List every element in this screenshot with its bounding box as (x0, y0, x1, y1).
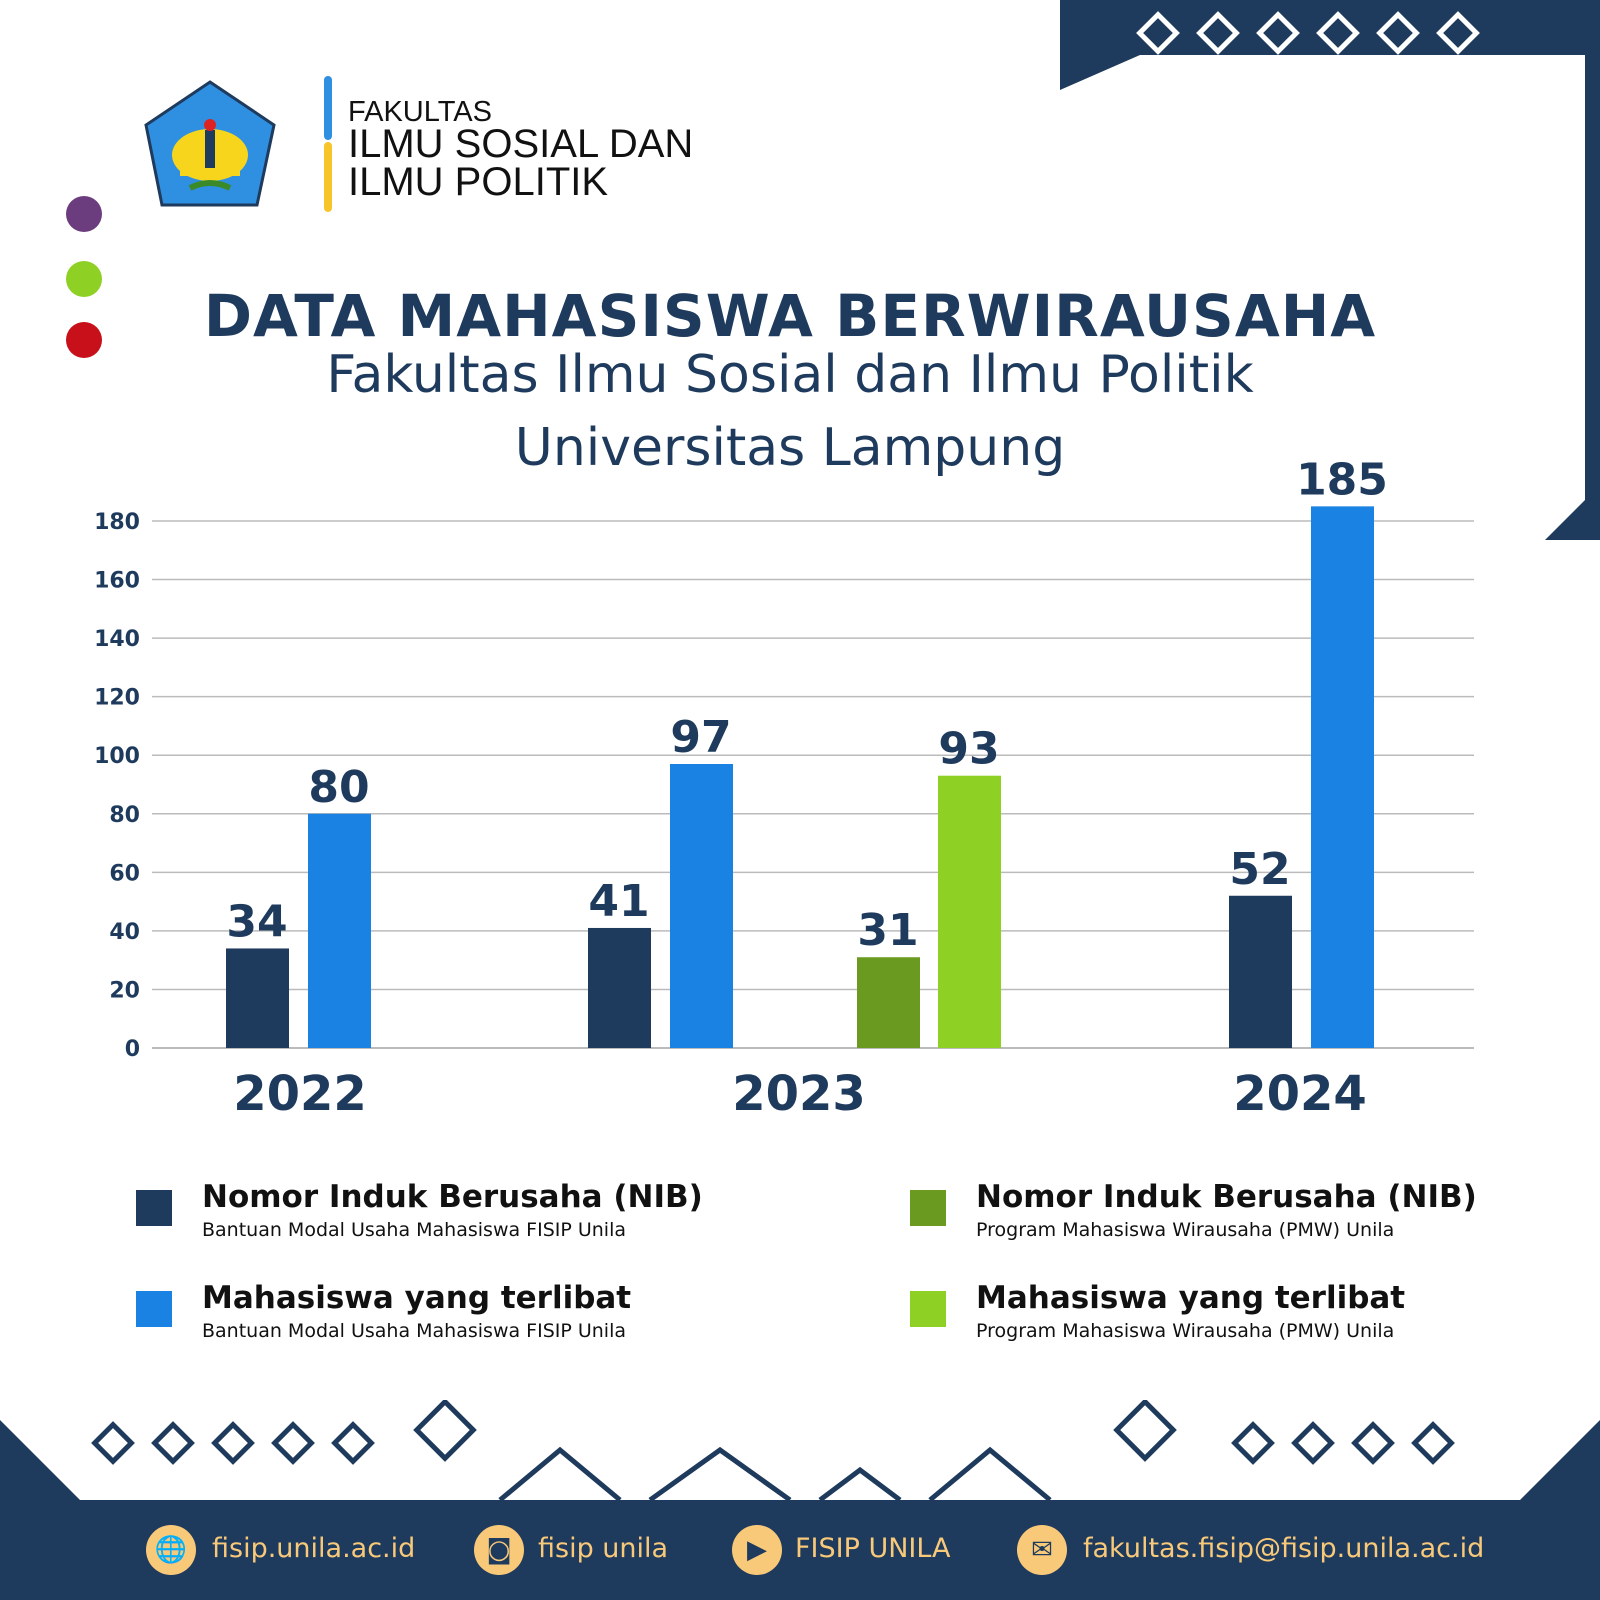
y-tick-label: 0 (125, 1037, 140, 1062)
youtube-icon: ▶ (732, 1525, 782, 1575)
y-tick-label: 100 (94, 744, 140, 769)
y-tick-label: 40 (109, 920, 140, 945)
data-label: 80 (308, 762, 369, 813)
decor-dot-red (66, 322, 102, 358)
faculty-line3: ILMU POLITIK (348, 160, 609, 204)
legend-swatch (910, 1291, 946, 1327)
decorative-border-top-right (1060, 0, 1600, 540)
globe-icon: 🌐 (146, 1525, 196, 1575)
legend-swatch (136, 1190, 172, 1226)
x-tick-label: 2024 (1233, 1066, 1367, 1122)
y-tick-label: 20 (109, 978, 140, 1003)
legend-label: Nomor Induk Berusaha (NIB) (202, 1179, 703, 1215)
footer-email[interactable]: fakultas.fisip@fisip.unila.ac.id (1083, 1533, 1485, 1564)
data-label: 93 (938, 724, 999, 775)
legend-swatch (910, 1190, 946, 1226)
bar (308, 813, 371, 1048)
faculty-line1: FAKULTAS (348, 96, 492, 128)
legend-sublabel: Bantuan Modal Usaha Mahasiswa FISIP Unil… (202, 1320, 627, 1342)
bar (226, 948, 289, 1048)
legend-label: Mahasiswa yang terlibat (976, 1280, 1406, 1316)
footer-youtube[interactable]: FISIP UNILA (795, 1533, 951, 1564)
chart-subtitle-2: Universitas Lampung (514, 418, 1066, 478)
chart-title: DATA MAHASISWA BERWIRAUSAHA (203, 282, 1377, 350)
decor-dot-green (66, 261, 102, 297)
footer-instagram[interactable]: fisip unila (538, 1533, 669, 1564)
bar (670, 764, 733, 1048)
y-tick-label: 80 (109, 803, 140, 828)
footer-website[interactable]: fisip.unila.ac.id (212, 1533, 416, 1564)
bar (1229, 895, 1292, 1048)
legend-label: Nomor Induk Berusaha (NIB) (976, 1179, 1477, 1215)
x-tick-label: 2023 (732, 1066, 866, 1122)
decor-dot-purple (66, 196, 102, 232)
y-tick-label: 120 (94, 686, 140, 711)
data-label: 97 (670, 712, 731, 763)
decorative-border-bottom (0, 1400, 1600, 1510)
chart-subtitle-1: Fakultas Ilmu Sosial dan Ilmu Politik (326, 345, 1254, 405)
data-label: 185 (1296, 454, 1388, 505)
mail-icon: ✉ (1017, 1525, 1067, 1575)
university-logo (144, 80, 276, 207)
y-tick-label: 140 (94, 627, 140, 652)
footer-bar (0, 1500, 1600, 1600)
bar (938, 775, 1001, 1048)
bar-chart: 0 20 40 60 80 100 120 140 160 180 2022 34 80 2023 41 97… (94, 454, 1474, 1122)
bar (857, 957, 920, 1048)
data-label: 31 (857, 905, 918, 956)
faculty-line2: ILMU SOSIAL DAN (348, 122, 694, 166)
bar (1311, 506, 1374, 1049)
data-label: 41 (588, 876, 649, 927)
bar (588, 927, 651, 1048)
legend-swatch (136, 1291, 172, 1327)
legend-sublabel: Bantuan Modal Usaha Mahasiswa FISIP Unil… (202, 1219, 627, 1241)
data-label: 52 (1229, 844, 1290, 895)
y-tick-label: 60 (109, 861, 140, 886)
legend-sublabel: Program Mahasiswa Wirausaha (PMW) Unila (976, 1320, 1395, 1342)
data-label: 34 (226, 896, 287, 947)
legend-label: Mahasiswa yang terlibat (202, 1280, 632, 1316)
accent-bar-blue (324, 76, 332, 140)
y-tick-label: 160 (94, 569, 140, 594)
accent-bar-yellow (324, 142, 332, 212)
y-tick-label: 180 (94, 510, 140, 535)
legend-sublabel: Program Mahasiswa Wirausaha (PMW) Unila (976, 1219, 1395, 1241)
instagram-icon: ◙ (474, 1525, 524, 1575)
x-tick-label: 2022 (233, 1066, 367, 1122)
